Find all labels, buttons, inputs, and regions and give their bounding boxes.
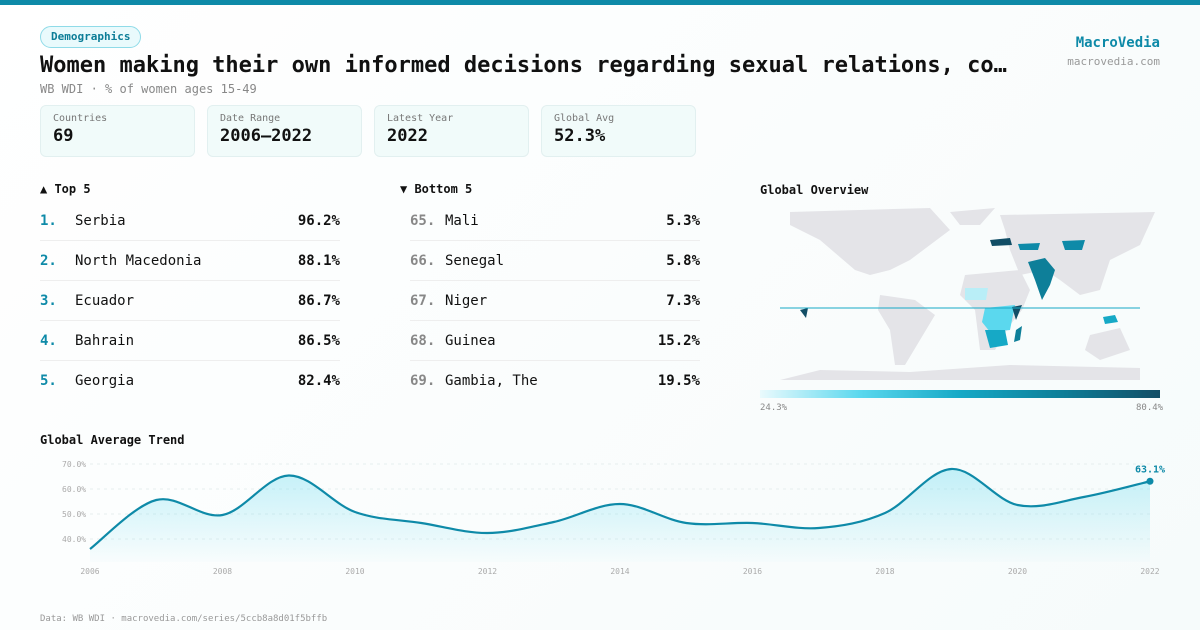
country-value: 5.8%: [666, 252, 700, 269]
trend-title: Global Average Trend: [40, 433, 185, 447]
stat-value: 52.3%: [554, 126, 606, 146]
x-tick-label: 2008: [213, 567, 232, 576]
x-tick-label: 2006: [80, 567, 99, 576]
list-item[interactable]: 65. Mali 5.3%: [410, 201, 700, 241]
country-value: 7.3%: [666, 292, 700, 309]
footer-source: Data: WB WDI · macrovedia.com/series/5cc…: [40, 614, 328, 624]
x-tick-label: 2010: [345, 567, 364, 576]
country-name: Ecuador: [75, 292, 135, 309]
list-item[interactable]: 2. North Macedonia 88.1%: [40, 241, 340, 281]
data-countries: [800, 238, 1118, 348]
rank: 65.: [410, 212, 436, 229]
legend-min: 24.3%: [760, 403, 788, 413]
list-item[interactable]: 67. Niger 7.3%: [410, 281, 700, 321]
last-point-marker: [1146, 477, 1154, 485]
subtitle: WB WDI · % of women ages 15-49: [40, 82, 257, 96]
color-scale-legend: [760, 390, 1160, 398]
x-tick-label: 2018: [875, 567, 894, 576]
list-item[interactable]: 69. Gambia, The 19.5%: [410, 361, 700, 401]
country-value: 86.5%: [297, 332, 340, 349]
rank: 68.: [410, 332, 436, 349]
legend-max: 80.4%: [1136, 403, 1164, 413]
top5-list: 1. Serbia 96.2% 2. North Macedonia 88.1% 3. Ecu…: [40, 201, 340, 401]
country-name: Bahrain: [75, 332, 135, 349]
list-item[interactable]: 5. Georgia 82.4%: [40, 361, 340, 401]
country-name: Serbia: [75, 212, 126, 229]
trend-line: [89, 467, 1151, 550]
y-tick-label: 70.0%: [62, 460, 86, 469]
rank: 69.: [410, 373, 436, 389]
country-name: Mali: [445, 212, 479, 229]
rank: 2.: [40, 252, 57, 269]
country-name: Senegal: [445, 252, 505, 269]
trend-area: [90, 468, 1150, 562]
page-title: Women making their own informed decision…: [40, 53, 1007, 78]
country-value: 96.2%: [297, 212, 340, 229]
x-tick-label: 2022: [1140, 567, 1159, 576]
list-item[interactable]: 1. Serbia 96.2%: [40, 201, 340, 241]
map-title: Global Overview: [760, 183, 869, 197]
bottom5-list: 65. Mali 5.3% 66. Senegal 5.8% 67. Niger 7.3% 68.…: [410, 201, 700, 401]
list-item[interactable]: 3. Ecuador 86.7%: [40, 281, 340, 321]
country-value: 15.2%: [657, 332, 700, 349]
rank: 4.: [40, 332, 57, 349]
country-name: Niger: [445, 292, 488, 309]
stat-value: 2022: [387, 126, 428, 146]
rank: 67.: [410, 292, 436, 309]
y-tick-label: 40.0%: [62, 535, 86, 544]
country-name: Georgia: [75, 373, 135, 389]
last-value-label: 63.1%: [1135, 464, 1165, 475]
country-value: 88.1%: [297, 252, 340, 269]
rank: 1.: [40, 212, 57, 229]
stat-label: Date Range: [220, 113, 281, 124]
stat-date-range: Date Range 2006–2022: [207, 105, 362, 157]
country-value: 86.7%: [297, 292, 340, 309]
x-tick-label: 2012: [478, 567, 497, 576]
stat-latest-year: Latest Year 2022: [374, 105, 529, 157]
rank: 5.: [40, 373, 57, 389]
top-accent-bar: [0, 0, 1200, 5]
country-name: North Macedonia: [75, 252, 202, 269]
country-value: 19.5%: [657, 373, 700, 389]
trend-chart: 40.0% 50.0% 60.0% 70.0% 2006 2008 2010 2012 2014…: [62, 460, 1165, 576]
rank: 3.: [40, 292, 57, 309]
x-tick-label: 2016: [743, 567, 762, 576]
x-tick-label: 2014: [610, 567, 629, 576]
country-name: Guinea: [445, 332, 496, 349]
stat-global-avg: Global Avg 52.3%: [541, 105, 696, 157]
y-tick-label: 60.0%: [62, 485, 86, 494]
country-name: Gambia, The: [445, 373, 538, 389]
country-value: 82.4%: [297, 373, 340, 389]
category-tag[interactable]: Demographics: [40, 26, 142, 48]
rank: 66.: [410, 252, 436, 269]
brand-logo[interactable]: MacroVedia: [1075, 35, 1160, 51]
stat-value: 69: [53, 126, 74, 146]
list-item[interactable]: 4. Bahrain 86.5%: [40, 321, 340, 361]
x-tick-label: 2020: [1008, 567, 1027, 576]
list-item[interactable]: 66. Senegal 5.8%: [410, 241, 700, 281]
stat-value: 2006–2022: [220, 126, 313, 146]
stats-row: Countries 69 Date Range 2006–2022 Latest Y…: [40, 105, 696, 157]
stat-label: Global Avg: [554, 113, 615, 124]
bottom5-heading: ▼ Bottom 5: [400, 182, 473, 196]
stat-label: Latest Year: [387, 113, 454, 124]
stat-countries: Countries 69: [40, 105, 195, 157]
list-item[interactable]: 68. Guinea 15.2%: [410, 321, 700, 361]
world-map[interactable]: [760, 200, 1160, 380]
y-tick-label: 50.0%: [62, 510, 86, 519]
country-value: 5.3%: [666, 212, 700, 229]
brand-url[interactable]: macrovedia.com: [1067, 55, 1160, 68]
top5-heading: ▲ Top 5: [40, 182, 91, 196]
stat-label: Countries: [53, 113, 108, 124]
